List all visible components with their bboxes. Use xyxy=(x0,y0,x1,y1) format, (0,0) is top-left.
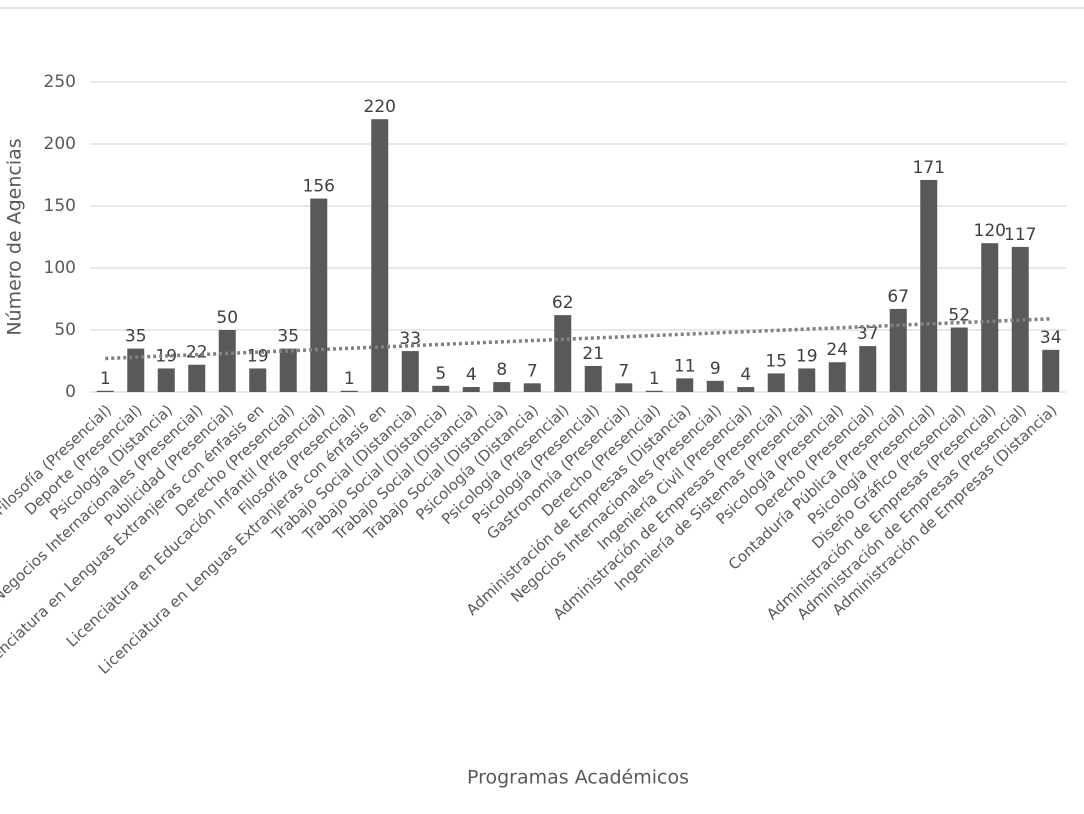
bar xyxy=(188,364,206,392)
trend-line xyxy=(105,317,1051,361)
bar xyxy=(554,315,572,392)
bar xyxy=(920,179,938,392)
value-label: 50 xyxy=(216,308,238,328)
value-label: 171 xyxy=(913,158,945,178)
bar xyxy=(1042,349,1060,392)
bar xyxy=(127,348,145,392)
value-label: 67 xyxy=(887,287,909,307)
bar xyxy=(462,387,480,392)
y-tick-label: 100 xyxy=(44,258,76,278)
bar xyxy=(981,243,999,392)
bar xyxy=(310,198,328,392)
bar xyxy=(950,327,968,392)
bar xyxy=(340,390,358,392)
value-label: 8 xyxy=(496,360,507,380)
bar xyxy=(828,362,846,392)
x-axis-title: Programas Académicos xyxy=(467,767,689,789)
value-label: 22 xyxy=(186,343,208,363)
bar xyxy=(767,373,785,392)
y-tick-label: 50 xyxy=(54,320,76,340)
value-label: 52 xyxy=(948,306,970,326)
value-label: 4 xyxy=(466,365,477,385)
bar xyxy=(279,348,297,392)
value-label: 37 xyxy=(857,324,879,344)
bar xyxy=(889,308,907,392)
value-label: 24 xyxy=(826,340,848,360)
y-axis-title: Número de Agencias xyxy=(4,138,26,335)
bar xyxy=(645,390,663,392)
y-tick-label: 200 xyxy=(44,134,76,154)
bar xyxy=(798,368,816,392)
value-label: 7 xyxy=(527,361,538,381)
bar xyxy=(401,351,419,392)
bar xyxy=(371,119,389,392)
value-label: 220 xyxy=(364,97,396,117)
value-label: 5 xyxy=(435,364,446,384)
bar xyxy=(96,390,114,392)
value-label: 156 xyxy=(303,177,335,197)
value-label: 15 xyxy=(765,351,787,371)
value-label: 35 xyxy=(277,327,299,347)
value-label: 1 xyxy=(100,369,111,389)
value-label: 4 xyxy=(740,365,751,385)
bar xyxy=(615,383,633,392)
value-label: 34 xyxy=(1040,328,1062,348)
value-label: 1 xyxy=(649,369,660,389)
y-tick-label: 150 xyxy=(44,196,76,216)
value-label: 117 xyxy=(1004,225,1036,245)
value-label: 1 xyxy=(344,369,355,389)
bar xyxy=(1011,246,1029,392)
bar xyxy=(584,365,602,392)
bar xyxy=(157,368,175,392)
bar xyxy=(737,387,755,392)
bar xyxy=(676,378,694,392)
bar xyxy=(706,380,724,392)
bar xyxy=(859,346,877,392)
value-label: 7 xyxy=(618,361,629,381)
bar xyxy=(218,330,236,392)
value-label: 120 xyxy=(974,221,1006,241)
bar xyxy=(249,368,267,392)
bar xyxy=(493,382,511,392)
value-label: 21 xyxy=(582,344,604,364)
value-label: 19 xyxy=(796,346,818,366)
y-tick-label: 250 xyxy=(44,72,76,92)
value-label: 19 xyxy=(247,346,269,366)
bar xyxy=(432,385,450,392)
value-label: 9 xyxy=(710,359,721,379)
value-label: 62 xyxy=(552,293,574,313)
bar xyxy=(523,383,541,392)
value-label: 33 xyxy=(399,329,421,349)
value-label: 35 xyxy=(125,327,147,347)
value-label: 11 xyxy=(674,356,696,376)
y-tick-label: 0 xyxy=(65,382,76,402)
